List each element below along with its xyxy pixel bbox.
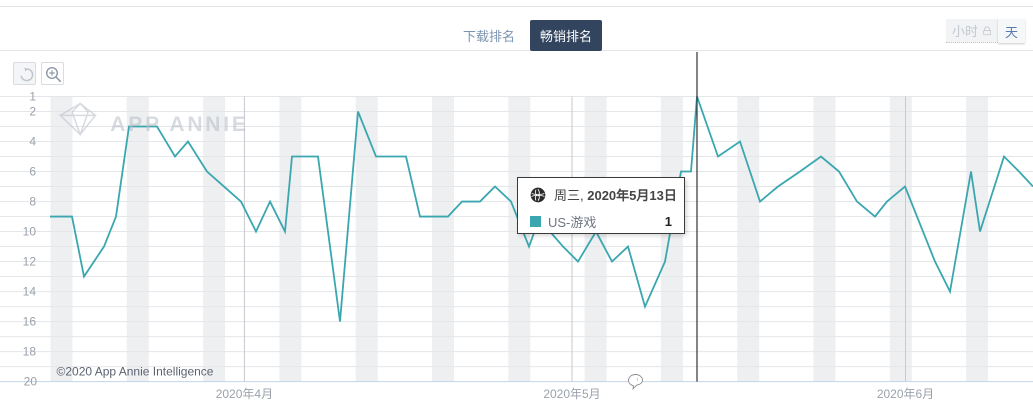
svg-text:8: 8 bbox=[29, 195, 36, 209]
svg-text:2020年5月: 2020年5月 bbox=[543, 387, 600, 401]
svg-text:©2020 App Annie Intelligence: ©2020 App Annie Intelligence bbox=[57, 365, 214, 379]
svg-text:1: 1 bbox=[29, 90, 36, 104]
svg-text:10: 10 bbox=[23, 225, 37, 239]
svg-text:2: 2 bbox=[29, 105, 36, 119]
svg-text:APP ANNIE: APP ANNIE bbox=[110, 113, 248, 136]
svg-text:2020年4月: 2020年4月 bbox=[216, 387, 273, 401]
svg-text:18: 18 bbox=[23, 345, 37, 359]
svg-text:2020年6月: 2020年6月 bbox=[877, 387, 934, 401]
svg-text:14: 14 bbox=[23, 285, 37, 299]
svg-text:6: 6 bbox=[29, 165, 36, 179]
svg-text:20: 20 bbox=[24, 375, 38, 389]
svg-text:16: 16 bbox=[23, 315, 37, 329]
svg-text:12: 12 bbox=[23, 255, 37, 269]
svg-text:4: 4 bbox=[29, 135, 36, 149]
